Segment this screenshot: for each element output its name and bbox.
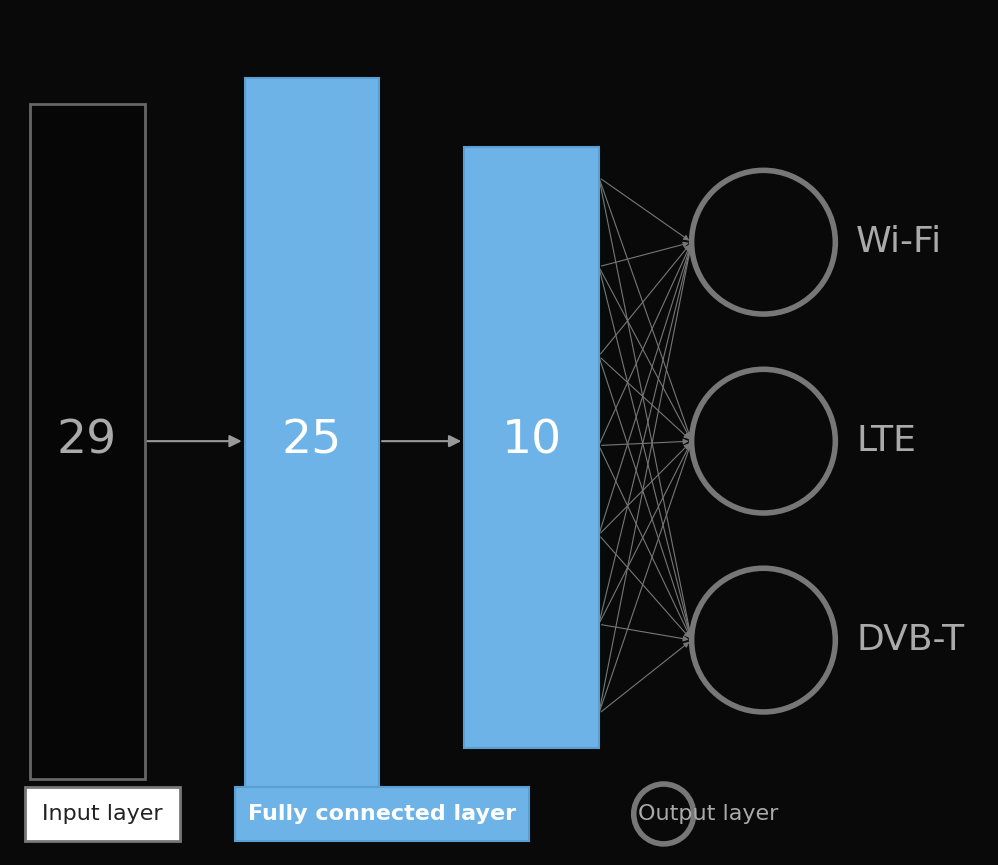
Bar bbox=[245, 78, 379, 817]
Bar bbox=[235, 787, 529, 841]
Ellipse shape bbox=[634, 784, 694, 844]
Text: Input layer: Input layer bbox=[43, 804, 163, 824]
Text: Fully connected layer: Fully connected layer bbox=[249, 804, 516, 824]
Bar bbox=[464, 147, 599, 748]
Text: 10: 10 bbox=[502, 419, 562, 464]
Text: 25: 25 bbox=[281, 419, 341, 464]
Text: LTE: LTE bbox=[856, 424, 916, 458]
Text: DVB-T: DVB-T bbox=[856, 623, 964, 657]
Bar bbox=[30, 104, 145, 778]
Text: Wi-Fi: Wi-Fi bbox=[856, 225, 942, 260]
Ellipse shape bbox=[692, 170, 835, 314]
Bar bbox=[25, 787, 180, 841]
Text: Output layer: Output layer bbox=[639, 804, 778, 824]
Ellipse shape bbox=[692, 369, 835, 513]
Ellipse shape bbox=[692, 568, 835, 712]
Text: 29: 29 bbox=[57, 419, 117, 464]
